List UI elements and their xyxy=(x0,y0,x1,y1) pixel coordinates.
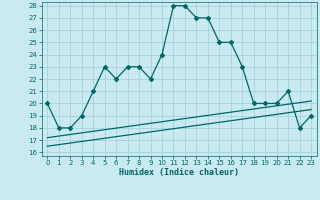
X-axis label: Humidex (Indice chaleur): Humidex (Indice chaleur) xyxy=(119,168,239,177)
